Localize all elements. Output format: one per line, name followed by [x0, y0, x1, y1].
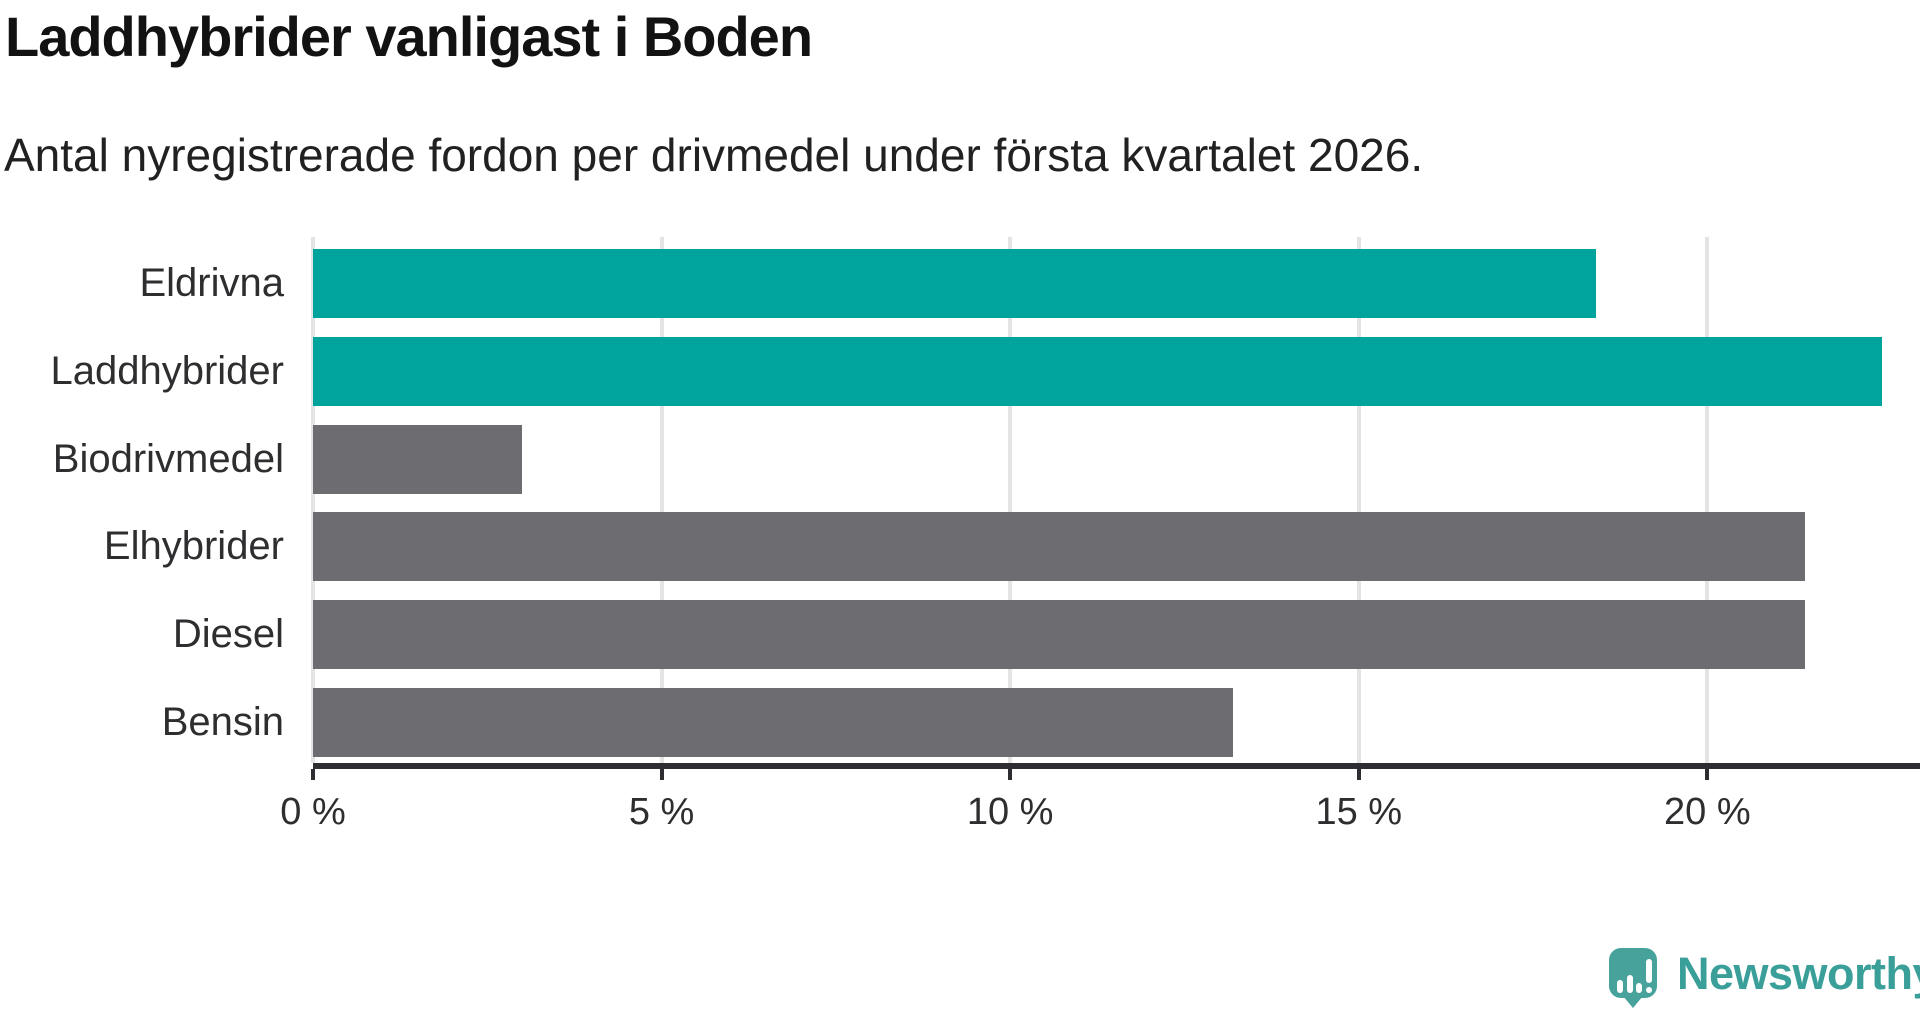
category-label-elhybrider: Elhybrider	[103, 524, 284, 568]
bar-elhybrider	[313, 512, 1805, 581]
x-axis-line	[313, 763, 1920, 769]
x-tick-label-15-percent: 15 %	[1315, 791, 1403, 833]
gridline-5-percent	[659, 237, 664, 763]
x-tick-20-percent	[1705, 769, 1710, 780]
category-axis-labels: Eldrivna Laddhybrider Biodrivmedel Elhybrid…	[0, 237, 285, 763]
bar-laddhybrider	[313, 337, 1882, 406]
logo-chart-bar-3	[1636, 983, 1642, 993]
category-label-eldrivna: Eldrivna	[139, 261, 284, 305]
gridline-0-percent	[311, 237, 315, 763]
logo-bubble-tail	[1623, 996, 1643, 1008]
logo-exclamation-bar	[1645, 959, 1652, 983]
newsworthy-logo: Newsworthy	[1609, 948, 1920, 1008]
bar-eldrivna	[313, 249, 1596, 318]
chart-title: Laddhybrider vanligast i Boden	[5, 5, 813, 68]
category-label-bensin: Bensin	[161, 700, 284, 744]
category-label-laddhybrider: Laddhybrider	[50, 349, 285, 393]
x-tick-0-percent	[311, 769, 315, 780]
bar-bensin	[313, 688, 1233, 757]
x-tick-label-0-percent: 0 %	[280, 791, 346, 833]
x-tick-label-20-percent: 20 %	[1664, 791, 1751, 833]
bar-biodrivmedel	[313, 425, 522, 494]
gridline-20-percent	[1705, 237, 1710, 763]
logo-chart-bar-2	[1626, 975, 1633, 993]
x-tick-5-percent	[659, 769, 664, 780]
x-tick-label-5-percent: 5 %	[628, 791, 695, 833]
newsworthy-logo-icon	[1609, 948, 1657, 1008]
gridline-15-percent	[1356, 237, 1361, 763]
x-tick-label-10-percent: 10 %	[966, 791, 1054, 833]
logo-chart-bar-1	[1617, 980, 1623, 993]
x-tick-10-percent	[1008, 769, 1013, 780]
gridline-10-percent	[1008, 237, 1013, 763]
bar-diesel	[313, 600, 1805, 669]
category-label-biodrivmedel: Biodrivmedel	[52, 437, 284, 481]
category-label-diesel: Diesel	[172, 612, 284, 656]
plot-area	[311, 237, 1920, 763]
chart-subtitle: Antal nyregistrerade fordon per drivmede…	[4, 129, 1424, 181]
logo-exclamation-dot	[1645, 987, 1652, 993]
x-tick-15-percent	[1356, 769, 1361, 780]
newsworthy-logo-text: Newsworthy	[1677, 948, 1920, 999]
